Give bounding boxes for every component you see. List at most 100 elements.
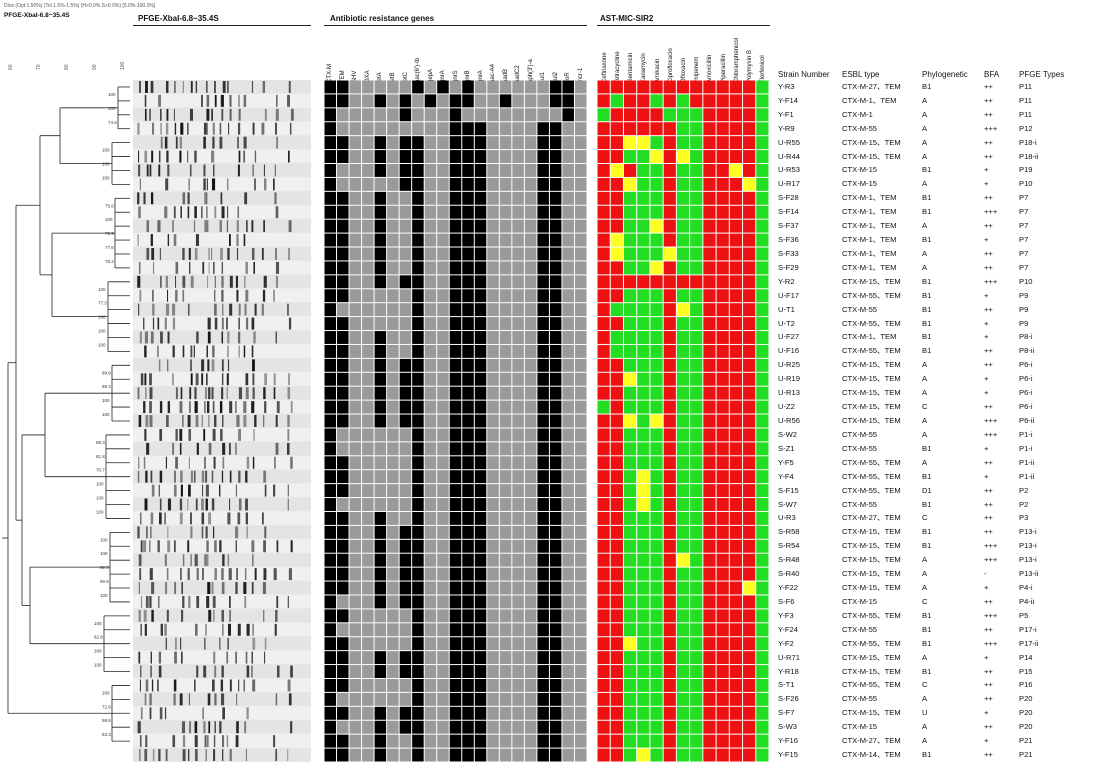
- gel-band: [252, 122, 255, 135]
- cell-phylo: A: [922, 262, 928, 272]
- ast-cell: [676, 706, 690, 720]
- gene-cell: [574, 553, 587, 567]
- gel-band: [195, 373, 199, 386]
- gene-cell: [374, 428, 387, 442]
- gene-cell: [487, 150, 499, 164]
- ast-cell: [703, 442, 716, 456]
- gene-cell: [574, 428, 587, 442]
- gene-cell: [412, 567, 424, 581]
- ast-cell: [637, 358, 650, 372]
- gel-band: [212, 401, 215, 414]
- gel-band: [289, 122, 292, 135]
- gene-cell: [374, 331, 387, 344]
- gene-cell: [499, 553, 512, 567]
- ast-cell: [690, 136, 703, 150]
- ast-cell: [637, 748, 650, 762]
- gene-cell: [437, 303, 449, 317]
- ast-cell: [637, 164, 650, 177]
- gene-cell: [362, 692, 374, 706]
- gene-cell: [374, 665, 387, 678]
- ast-cell: [716, 261, 729, 275]
- ast-cell: [743, 609, 756, 623]
- gene-cell: [537, 108, 549, 122]
- ast-cell: [663, 372, 676, 386]
- ast-cell: [756, 651, 769, 665]
- gene-cell: [424, 678, 437, 692]
- ast-cell: [690, 261, 703, 275]
- gene-cell: [324, 289, 337, 303]
- gene-cell: [399, 414, 412, 428]
- ast-cell: [743, 344, 756, 358]
- gene-cell: [399, 233, 412, 247]
- gene-cell: [349, 609, 362, 623]
- gene-cell: [524, 678, 537, 692]
- gene-cell: [487, 108, 499, 122]
- gene-cell: [362, 344, 374, 358]
- ast-cell: [676, 470, 690, 484]
- gene-cell: [437, 331, 449, 344]
- gene-cell: [549, 261, 562, 275]
- gene-cell: [349, 470, 362, 484]
- gel-band: [235, 526, 239, 539]
- ast-cell: [716, 191, 729, 205]
- gel-band: [205, 81, 208, 93]
- gel-band: [229, 679, 232, 692]
- ast-cell: [650, 108, 663, 122]
- gene-cell: [524, 191, 537, 205]
- gene-cell: [524, 331, 537, 344]
- ast-cell: [690, 637, 703, 651]
- gene-cell: [499, 386, 512, 400]
- cell-esbl: CTX-M-55: [842, 304, 878, 314]
- node-label: 100: [98, 315, 106, 320]
- gene-cell: [537, 400, 549, 414]
- gel-band: [287, 428, 290, 441]
- cell-pfge: P7: [1019, 207, 1029, 217]
- gene-cell: [562, 122, 574, 136]
- gene-cell: [349, 539, 362, 553]
- ast-cell: [597, 470, 610, 484]
- ast-cell: [756, 734, 769, 748]
- gel-band: [275, 331, 277, 344]
- gene-cell: [324, 511, 337, 525]
- gel-band: [207, 220, 209, 233]
- gene-cell: [574, 470, 587, 484]
- gel-band: [263, 387, 266, 400]
- gene-cell: [387, 539, 399, 553]
- gel-band: [262, 81, 266, 93]
- gel-band: [214, 303, 217, 316]
- cell-bfa: ++: [984, 137, 993, 147]
- ast-cell: [743, 122, 756, 136]
- gene-cell: [562, 136, 574, 150]
- ast-cell: [729, 108, 743, 122]
- cell-strain: Y-F22: [778, 583, 798, 593]
- gene-cell: [374, 358, 387, 372]
- ast-cell: [743, 80, 756, 94]
- node-label: 72.8: [102, 704, 111, 709]
- gel-band: [246, 623, 250, 636]
- ast-cell: [756, 456, 769, 470]
- gel-band: [205, 749, 207, 761]
- gene-cell: [424, 150, 437, 164]
- ast-cell: [703, 511, 716, 525]
- gel-band: [214, 206, 217, 219]
- node-label: 100: [100, 537, 108, 542]
- gel-lane: [133, 622, 311, 637]
- gene-cell: [399, 734, 412, 748]
- gel-band: [220, 94, 224, 107]
- ast-cell: [663, 233, 676, 247]
- gene-cell: [499, 80, 512, 94]
- ast-cell: [729, 219, 743, 233]
- gene-cell: [562, 205, 574, 219]
- ast-cell: [690, 344, 703, 358]
- ast-cell: [743, 567, 756, 581]
- gel-band: [182, 554, 185, 567]
- gel-band: [202, 568, 204, 581]
- gene-cell: [324, 484, 337, 498]
- ast-cell: [637, 94, 650, 108]
- gene-cell: [562, 720, 574, 734]
- ast-cell: [690, 191, 703, 205]
- gel-band: [207, 693, 211, 706]
- ast-cell: [743, 261, 756, 275]
- gene-cell: [362, 317, 374, 331]
- gel-band: [238, 150, 241, 163]
